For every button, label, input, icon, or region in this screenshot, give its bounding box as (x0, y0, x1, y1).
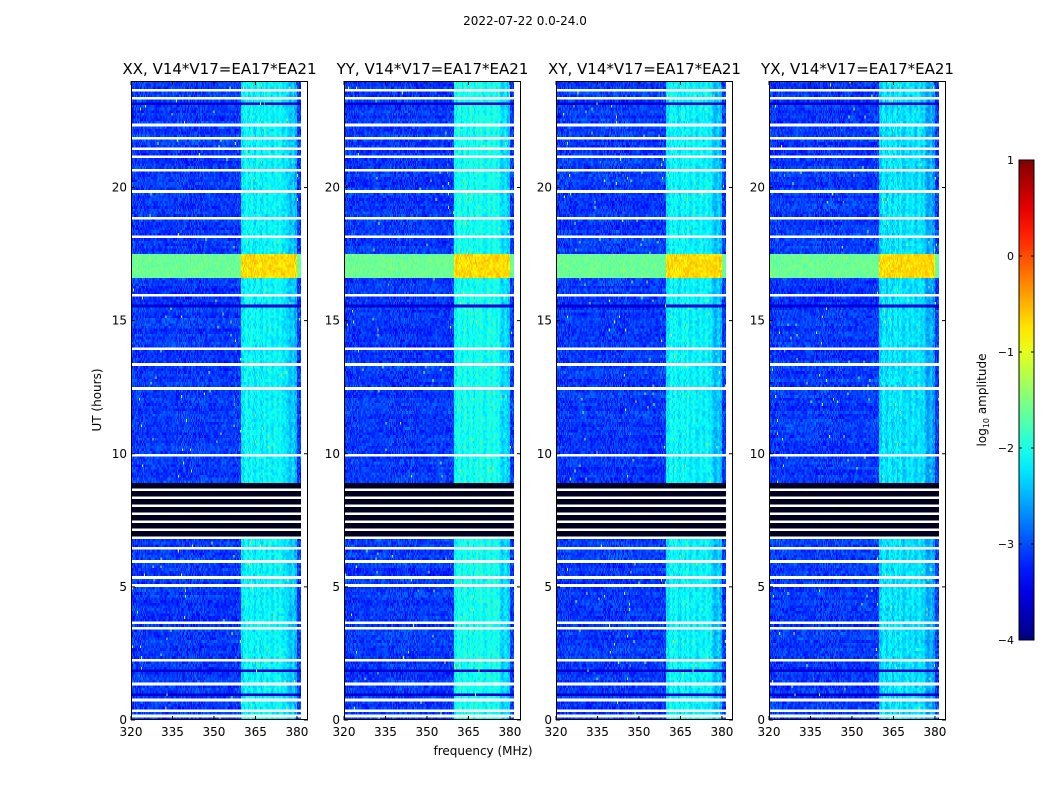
panel-frame (344, 81, 521, 720)
heatmap-xx (131, 81, 308, 720)
x-tick-label: 380 (498, 725, 521, 739)
y-tick-label: 15 (325, 314, 340, 328)
x-tick-label: 320 (333, 725, 356, 739)
colorbar-tick-label: −1 (998, 346, 1014, 359)
heatmap-xy (556, 81, 733, 720)
x-tick-label: 350 (203, 725, 226, 739)
x-tick-label: 350 (416, 725, 439, 739)
y-tick-label: 10 (325, 447, 340, 461)
x-tick-label: 335 (161, 725, 184, 739)
x-tick-label: 350 (841, 725, 864, 739)
panel-title-yy: YY, V14*V17=EA17*EA21 (336, 60, 529, 78)
y-tick-label: 10 (112, 447, 127, 461)
y-tick-label: 20 (750, 181, 765, 195)
x-tick-label: 320 (758, 725, 781, 739)
colorbar-tick-label: 1 (1007, 154, 1014, 167)
x-tick-label: 380 (285, 725, 308, 739)
x-tick-label: 365 (244, 725, 267, 739)
x-tick-label: 335 (374, 725, 397, 739)
x-axis-label: frequency (MHz) (433, 744, 532, 758)
y-tick-label: 0 (332, 713, 340, 727)
y-tick-label: 20 (112, 181, 127, 195)
colorbar-gradient (1018, 159, 1035, 641)
y-tick-label: 5 (757, 580, 765, 594)
y-tick-label: 5 (119, 580, 127, 594)
panel-title-xx: XX, V14*V17=EA17*EA21 (122, 60, 316, 78)
x-tick-label: 320 (120, 725, 143, 739)
y-tick-label: 5 (544, 580, 552, 594)
colorbar-tick-label: −3 (998, 538, 1014, 551)
y-tick-label: 0 (757, 713, 765, 727)
y-tick-label: 15 (750, 314, 765, 328)
y-tick-label: 10 (750, 447, 765, 461)
x-tick-label: 365 (669, 725, 692, 739)
x-tick-label: 335 (799, 725, 822, 739)
colorbar-tick-label: −2 (998, 442, 1014, 455)
panel-title-xy: XY, V14*V17=EA17*EA21 (548, 60, 741, 78)
y-tick-label: 0 (119, 713, 127, 727)
heatmap-yx (769, 81, 946, 720)
y-tick-label: 20 (325, 181, 340, 195)
x-tick-label: 350 (628, 725, 651, 739)
x-tick-label: 365 (457, 725, 480, 739)
x-tick-label: 335 (586, 725, 609, 739)
y-tick-label: 0 (544, 713, 552, 727)
panel-frame (769, 81, 946, 720)
x-tick-label: 365 (882, 725, 905, 739)
figure-suptitle: 2022-07-22 0.0-24.0 (463, 14, 587, 28)
y-tick-label: 15 (112, 314, 127, 328)
x-tick-label: 380 (710, 725, 733, 739)
heatmap-yy (344, 81, 521, 720)
y-axis-label: UT (hours) (90, 368, 104, 431)
panel-xx: XX, V14*V17=EA17*EA21 320 335 350 365 380 0 5 10… (112, 60, 317, 739)
panel-frame (131, 81, 308, 720)
x-tick-label: 320 (545, 725, 568, 739)
y-tick-label: 20 (537, 181, 552, 195)
panel-yx: YX, V14*V17=EA17*EA21 320 335 350 365 380 0 5 10… (750, 60, 954, 739)
y-tick-label: 5 (332, 580, 340, 594)
panel-frame (556, 81, 733, 720)
colorbar-tick-label: 0 (1007, 250, 1014, 263)
x-tick-label: 380 (923, 725, 946, 739)
panel-title-yx: YX, V14*V17=EA17*EA21 (760, 60, 954, 78)
colorbar: −4 −3 −2 −1 0 1 log10 amplitude (975, 154, 1035, 647)
panel-xy: XY, V14*V17=EA17*EA21 320 335 350 365 380 0 5 10… (537, 60, 741, 739)
colorbar-tick-label: −4 (998, 634, 1014, 647)
y-tick-label: 15 (537, 314, 552, 328)
y-tick-label: 10 (537, 447, 552, 461)
panel-yy: YY, V14*V17=EA17*EA21 320 335 350 365 380 0 5 10… (325, 60, 529, 739)
colorbar-label: log10 amplitude (975, 354, 991, 447)
